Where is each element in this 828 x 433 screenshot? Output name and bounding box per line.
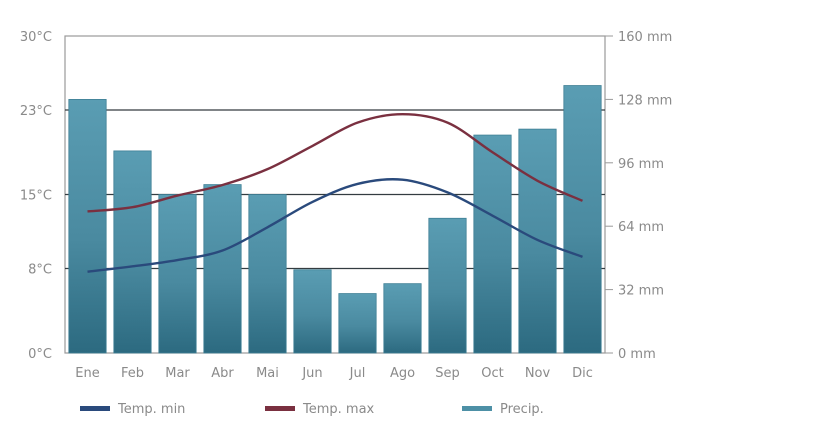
precip-bar (203, 184, 242, 354)
right-axis-tick-label: 32 mm (618, 284, 664, 299)
line-temp-max (87, 112, 583, 213)
precip-bar (338, 293, 377, 354)
x-axis-tick-label: Sep (435, 366, 460, 381)
line-temp-min (87, 178, 583, 273)
x-axis-tick-label: Oct (481, 366, 503, 381)
precip-bar (248, 194, 287, 354)
right-axis-tick-label: 64 mm (618, 220, 664, 235)
precip-bar (383, 283, 422, 354)
legend-label: Temp. min (117, 402, 185, 417)
left-axis-tick-label: 15°C (20, 189, 52, 204)
axes: 0°C 8°C 15°C 23°C 30°C 0 mm 32 mm 64 mm 96 mm 128… (20, 30, 672, 381)
precip-bar (428, 217, 467, 354)
right-axis-tick-label: 0 mm (618, 347, 656, 362)
right-axis-tick-label: 128 mm (618, 93, 672, 108)
left-axis-tick-label: 8°C (28, 262, 52, 277)
legend-swatch (462, 406, 492, 411)
x-axis-tick-label: Ago (390, 366, 415, 381)
precip-bar (293, 269, 332, 354)
x-axis-tick-label: Jun (301, 366, 322, 381)
legend-swatch (265, 406, 295, 411)
x-axis-tick-label: Feb (121, 366, 144, 381)
legend-swatch (80, 406, 110, 411)
x-axis-tick-label: Mai (256, 366, 279, 381)
legend: Temp. min Temp. max Precip. (80, 402, 544, 417)
legend-label: Temp. max (302, 402, 375, 417)
grid-lines (64, 35, 606, 354)
precip-bar (68, 99, 107, 354)
left-axis-tick-label: 23°C (20, 104, 52, 119)
x-axis-tick-label: Abr (211, 366, 234, 381)
right-axis-tick-label: 160 mm (618, 30, 672, 45)
x-axis-tick-label: Ene (75, 366, 99, 381)
x-axis-tick-label: Mar (165, 366, 190, 381)
legend-label: Precip. (500, 402, 544, 417)
precip-bar (473, 134, 512, 354)
precip-bar (113, 150, 152, 354)
x-axis-tick-label: Dic (572, 366, 593, 381)
temperature-lines (87, 112, 583, 273)
left-axis-tick-label: 0°C (28, 347, 52, 362)
precipitation-bars (68, 85, 602, 354)
precip-bar (563, 85, 602, 354)
right-axis-tick-label: 96 mm (618, 157, 664, 172)
precip-bar (158, 194, 197, 354)
left-axis-tick-label: 30°C (20, 30, 52, 45)
x-axis-tick-label: Nov (525, 366, 551, 381)
x-axis-tick-label: Jul (349, 366, 366, 381)
